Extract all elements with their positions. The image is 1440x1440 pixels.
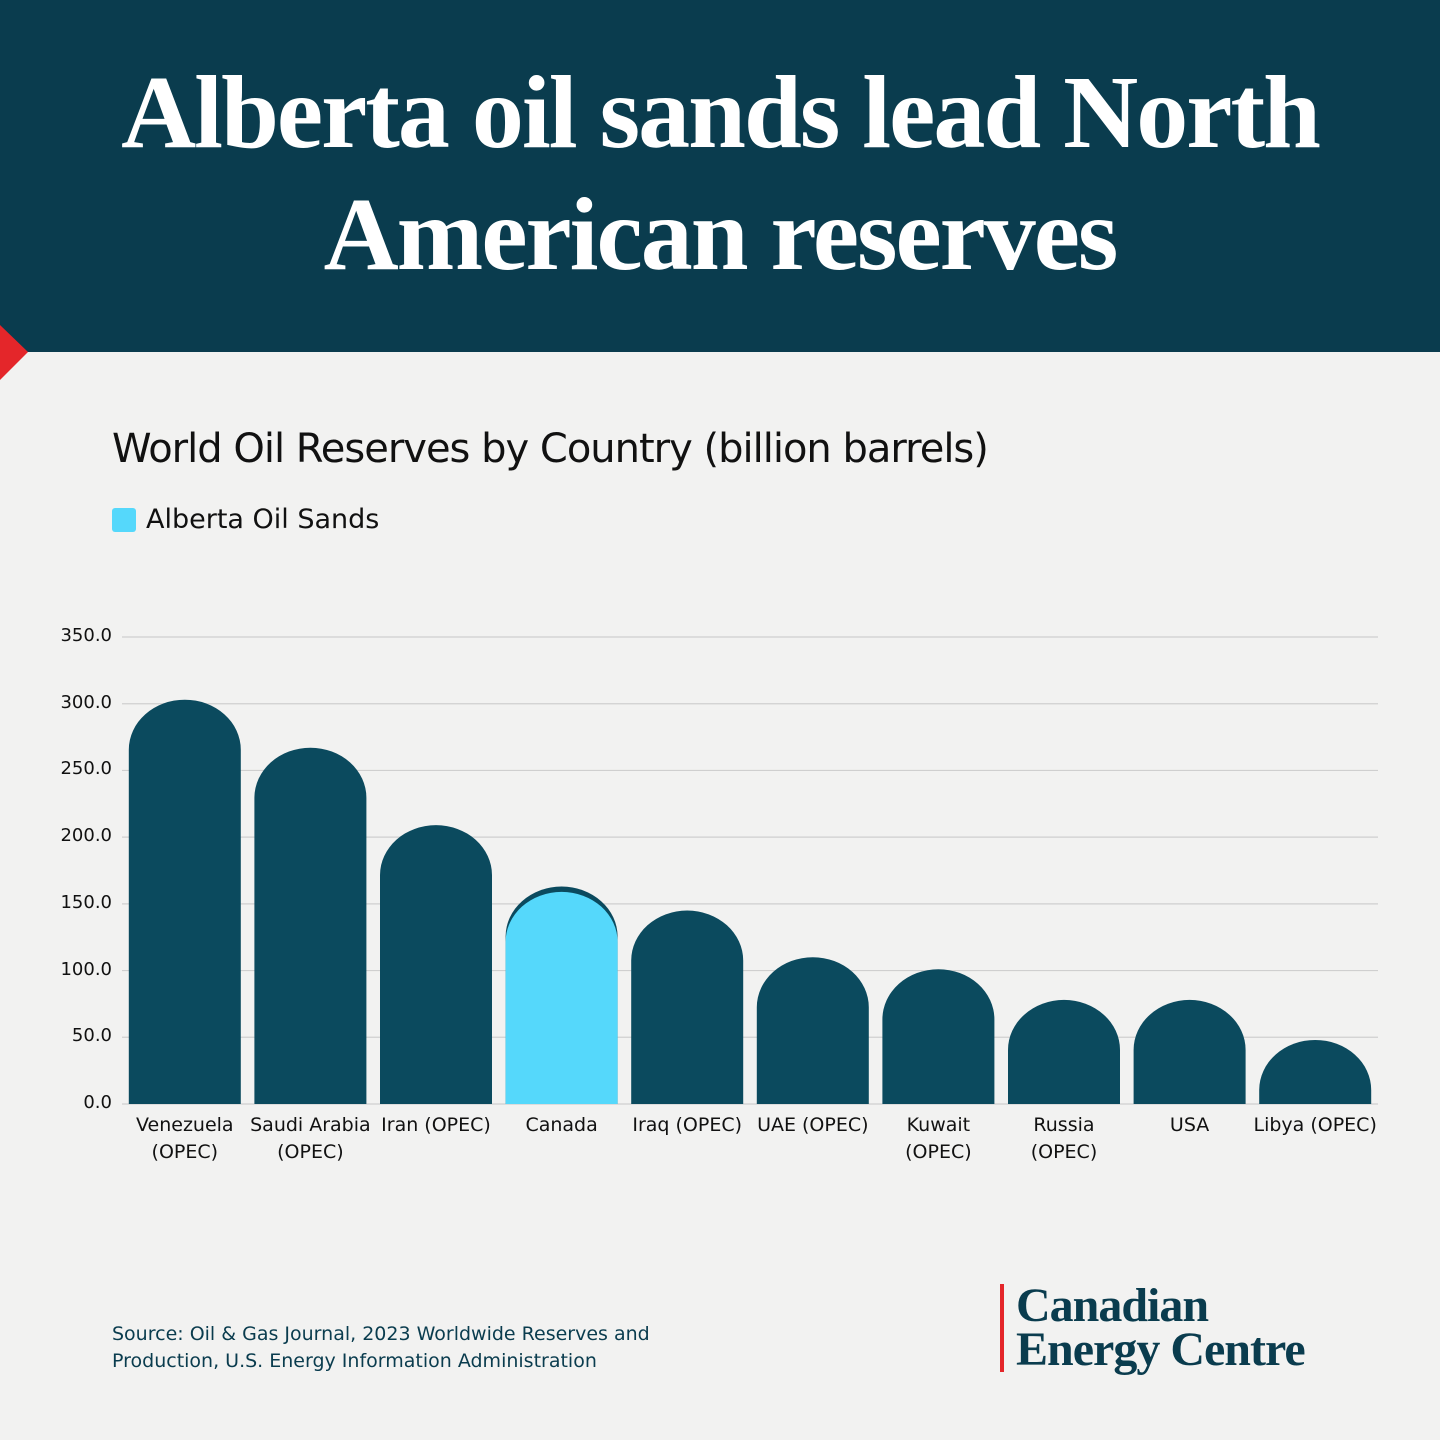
source: Source: Oil & Gas Journal, 2023 Worldwid… — [112, 1323, 650, 1372]
legend: Alberta Oil Sands — [112, 504, 379, 535]
bar — [505, 891, 618, 1104]
page-title: Alberta oil sands lead North American re… — [121, 55, 1321, 292]
x-tick-label: Canada — [525, 1114, 598, 1136]
x-tick-label: Libya (OPEC) — [1253, 1114, 1377, 1136]
x-tick-label: UAE (OPEC) — [757, 1114, 869, 1136]
y-tick-label: 150.0 — [60, 891, 112, 913]
bar — [631, 910, 744, 1104]
bar — [380, 825, 492, 1104]
bar — [254, 747, 367, 1104]
bar — [128, 699, 241, 1104]
chart-title: World Oil Reserves by Country (billion b… — [112, 426, 989, 472]
bar — [756, 957, 869, 1104]
bar — [882, 969, 995, 1104]
y-tick-label: 250.0 — [60, 758, 112, 780]
y-tick-label: 300.0 — [60, 691, 112, 713]
legend-swatch — [112, 507, 136, 532]
x-tick-label: Saudi Arabia (OPEC) — [250, 1114, 371, 1163]
bar — [1008, 999, 1120, 1104]
y-tick-label: 0.0 — [83, 1092, 112, 1113]
x-tick-label: USA — [1169, 1114, 1210, 1136]
y-tick-label: 350.0 — [60, 625, 112, 646]
x-tick-label: Kuwait (OPEC) — [905, 1114, 972, 1163]
legend-label: Alberta Oil Sands — [146, 504, 380, 535]
bar — [1133, 999, 1246, 1104]
bar — [1259, 1039, 1372, 1104]
y-tick-label: 200.0 — [60, 825, 112, 847]
header — [0, 0, 1440, 352]
accent — [0, 325, 28, 380]
x-tick-label: Iran (OPEC) — [381, 1114, 491, 1136]
y-tick-label: 50.0 — [71, 1025, 112, 1047]
x-tick-label: Russia (OPEC) — [1030, 1114, 1098, 1163]
y-tick-label: 100.0 — [60, 958, 112, 980]
x-tick-label: Venezuela (OPEC) — [136, 1114, 234, 1163]
brand: Canadian Energy Centre — [1000, 1282, 1356, 1374]
x-tick-label: Iraq (OPEC) — [632, 1114, 743, 1136]
